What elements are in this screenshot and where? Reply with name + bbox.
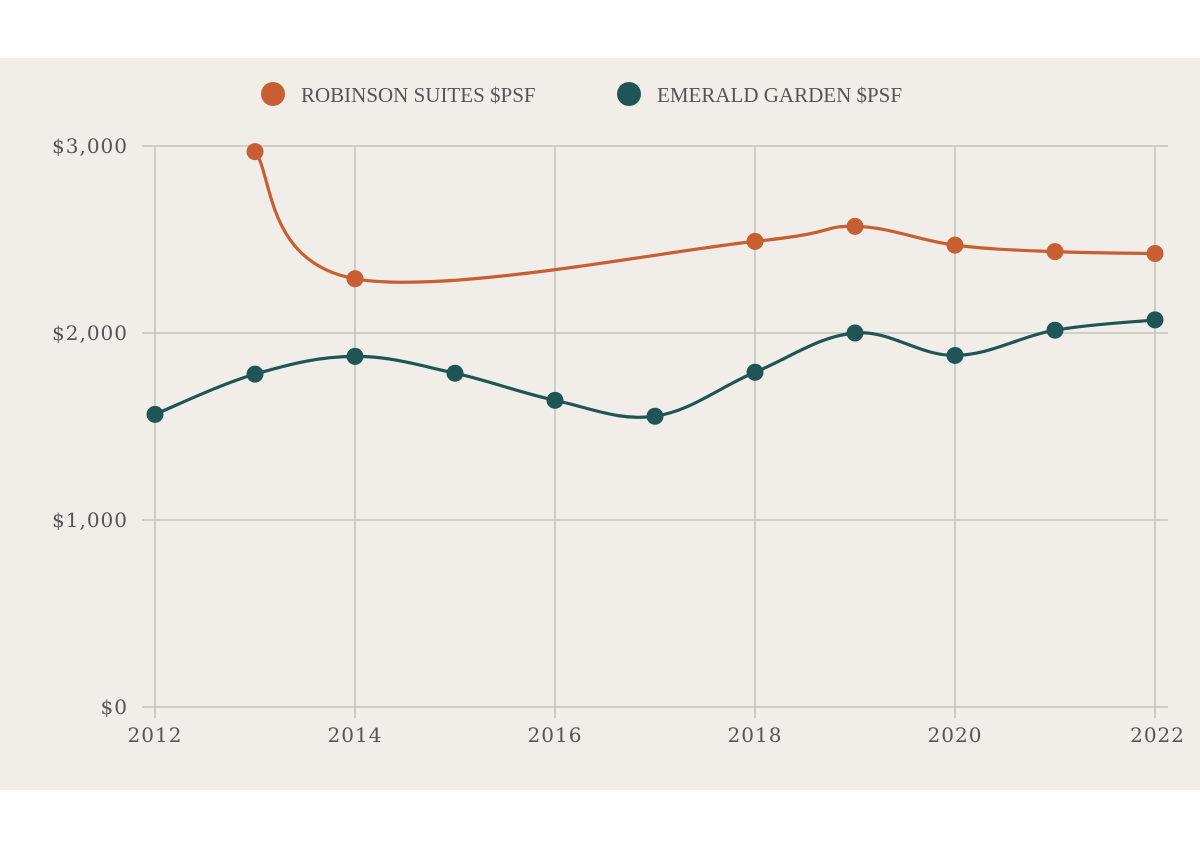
y-tick-label: $2,000 xyxy=(52,321,128,345)
series-line-emerald-garden-psf xyxy=(153,318,1157,419)
data-point-emerald-garden-psf-2016[interactable] xyxy=(546,391,564,409)
legend-label-robinson-suites: ROBINSON SUITES $PSF xyxy=(301,83,536,107)
data-point-emerald-garden-psf-2017[interactable] xyxy=(646,407,664,425)
data-point-emerald-garden-psf-2012[interactable] xyxy=(146,405,164,423)
x-tick-label: 2016 xyxy=(528,723,583,747)
data-point-emerald-garden-psf-2020[interactable] xyxy=(946,346,964,364)
y-tick-label: $3,000 xyxy=(52,134,128,158)
legend-label-emerald-garden: EMERALD GARDEN $PSF xyxy=(657,83,902,107)
data-point-robinson-suites-psf-2022[interactable] xyxy=(1146,245,1164,263)
data-point-emerald-garden-psf-2021[interactable] xyxy=(1046,321,1064,339)
x-tick-label: 2018 xyxy=(728,723,783,747)
legend-marker-emerald-garden xyxy=(617,82,641,106)
data-point-robinson-suites-psf-2021[interactable] xyxy=(1046,243,1064,261)
axis-labels: $0 $1,000 $2,000 $3,000 2012 2014 2016 2018 2020… xyxy=(52,134,1185,747)
legend: ROBINSON SUITES $PSF EMERALD GARDEN $PSF xyxy=(261,82,902,107)
legend-item-emerald-garden[interactable]: EMERALD GARDEN $PSF xyxy=(617,82,902,107)
data-point-emerald-garden-psf-2019[interactable] xyxy=(846,324,864,342)
data-point-robinson-suites-psf-2019[interactable] xyxy=(846,217,864,235)
x-tick-label: 2014 xyxy=(328,723,383,747)
data-point-emerald-garden-psf-2015[interactable] xyxy=(446,364,464,382)
x-tick-label: 2022 xyxy=(1130,723,1185,747)
y-tick-label: $1,000 xyxy=(52,508,128,532)
legend-marker-robinson-suites xyxy=(261,82,285,106)
data-point-robinson-suites-psf-2013[interactable] xyxy=(246,143,264,161)
grid-lines xyxy=(142,145,1168,718)
data-point-emerald-garden-psf-2013[interactable] xyxy=(246,365,264,383)
data-points xyxy=(146,143,1164,425)
legend-item-robinson-suites[interactable]: ROBINSON SUITES $PSF xyxy=(261,82,536,107)
data-point-emerald-garden-psf-2022[interactable] xyxy=(1146,311,1164,329)
data-point-emerald-garden-psf-2018[interactable] xyxy=(746,363,764,381)
data-point-robinson-suites-psf-2014[interactable] xyxy=(346,270,364,288)
x-tick-label: 2012 xyxy=(128,723,183,747)
chart-panel xyxy=(0,58,1200,790)
data-point-emerald-garden-psf-2014[interactable] xyxy=(346,347,364,365)
series-lines xyxy=(153,150,1157,419)
y-tick-label: $0 xyxy=(101,695,128,719)
data-point-robinson-suites-psf-2020[interactable] xyxy=(946,236,964,254)
data-point-robinson-suites-psf-2018[interactable] xyxy=(746,232,764,250)
series-line-robinson-suites-psf xyxy=(253,150,1157,284)
x-tick-label: 2020 xyxy=(928,723,983,747)
